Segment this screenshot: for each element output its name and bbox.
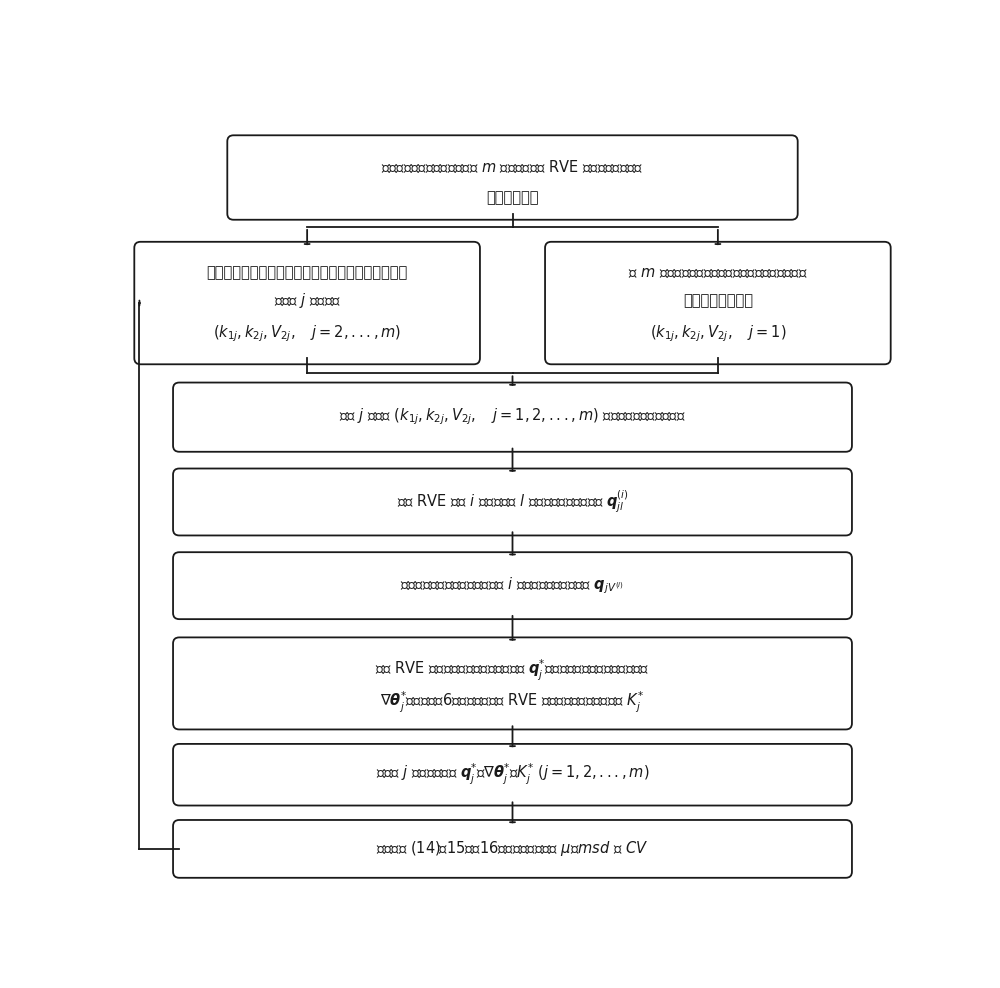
FancyBboxPatch shape	[545, 242, 891, 365]
FancyBboxPatch shape	[134, 242, 480, 365]
Text: 根据每个高斯点的权重，计算第 $i$ 个单元上的随机热通量 $\boldsymbol{q}_{jV^{(i)}}$: 根据每个高斯点的权重，计算第 $i$ 个单元上的随机热通量 $\boldsymb…	[400, 575, 625, 596]
Text: 输出第 $j$ 组有效特征量 $\boldsymbol{q}_j^{*}$，$\nabla\boldsymbol{\theta}_j^{*}$，$K_j^{*}: 输出第 $j$ 组有效特征量 $\boldsymbol{q}_j^{*}$，$\…	[376, 762, 649, 787]
Text: 根据随机参数的概率分布产生 $m$ 个样本；生成 RVE 并划分网格，接着: 根据随机参数的概率分布产生 $m$ 个样本；生成 RVE 并划分网格，接着	[381, 158, 644, 175]
Text: 得到第 $j$ 组样本值: 得到第 $j$ 组样本值	[274, 291, 341, 310]
Text: 得到 RVE 的第 $i$ 个单元的第 $l$ 个高斯点的细观热通量 $\boldsymbol{q}_{jl}^{(i)}$: 得到 RVE 的第 $i$ 个单元的第 $l$ 个高斯点的细观热通量 $\bol…	[397, 489, 628, 516]
FancyBboxPatch shape	[173, 744, 852, 805]
Text: 将第 $j$ 组样本 $(k_{1j},k_{2j},V_{2j},\quad j=1,2,...,m)$ 替换为多尺度有限元程序: 将第 $j$ 组样本 $(k_{1j},k_{2j},V_{2j},\quad …	[339, 407, 686, 428]
Text: 施加边界条件: 施加边界条件	[486, 191, 539, 206]
Text: 得到第一组样本值: 得到第一组样本值	[683, 293, 753, 308]
Text: $(k_{1j},k_{2j},V_{2j},\quad j=1)$: $(k_{1j},k_{2j},V_{2j},\quad j=1)$	[650, 324, 786, 344]
FancyBboxPatch shape	[173, 820, 852, 877]
FancyBboxPatch shape	[173, 468, 852, 535]
Text: 使用公式 (14)（15）（16）来计算有效量的 $\mu$，$msd$ 和 $CV$: 使用公式 (14)（15）（16）来计算有效量的 $\mu$，$msd$ 和 $…	[376, 840, 649, 859]
Text: 通过 RVE 的体积平均来求解有效热通量 $\boldsymbol{q}_j^{*}$，同理可获得随机有效温度梯度: 通过 RVE 的体积平均来求解有效热通量 $\boldsymbol{q}_j^{…	[375, 658, 650, 683]
FancyBboxPatch shape	[227, 135, 798, 219]
FancyBboxPatch shape	[173, 637, 852, 729]
Text: $\nabla\boldsymbol{\theta}_j^{*}$，再由式（6）计算便可得到 RVE 上的随机有效热传导系数 $K_j^{*}$: $\nabla\boldsymbol{\theta}_j^{*}$，再由式（6）…	[380, 690, 645, 715]
Text: 从 $m$ 个样本中随机选取样本，每种参数一个样本，: 从 $m$ 个样本中随机选取样本，每种参数一个样本，	[628, 265, 808, 280]
FancyBboxPatch shape	[173, 382, 852, 452]
Text: 从剩余的样本中随机选取样本，每种参数一个样本，: 从剩余的样本中随机选取样本，每种参数一个样本，	[207, 265, 408, 280]
FancyBboxPatch shape	[173, 552, 852, 619]
Text: $(k_{1j},k_{2j},V_{2j},\quad j=2,...,m)$: $(k_{1j},k_{2j},V_{2j},\quad j=2,...,m)$	[213, 324, 401, 344]
